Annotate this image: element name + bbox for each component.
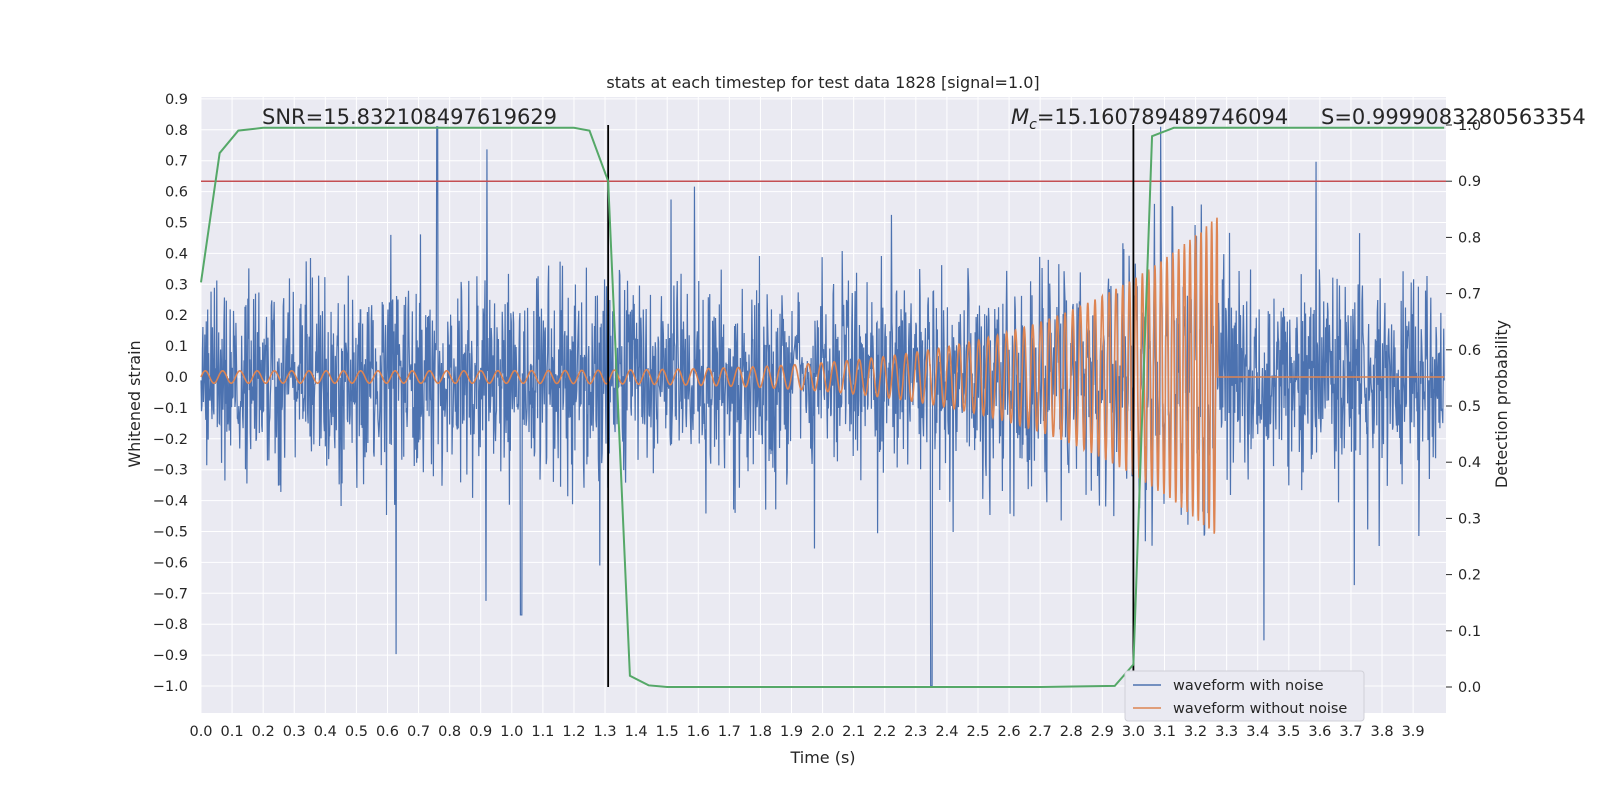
legend-box — [1124, 670, 1365, 722]
x-tick-label: 1.5 — [656, 724, 679, 740]
x-tick-label: 1.3 — [594, 724, 617, 740]
x-tick-label: 3.5 — [1277, 724, 1300, 740]
x-tick-label: 2.9 — [1091, 724, 1114, 740]
x-tick-label: 0.3 — [283, 724, 306, 740]
y-tick-label: −0.6 — [153, 555, 188, 571]
x-tick-label: 1.1 — [531, 724, 554, 740]
probability-path — [200, 126, 1445, 688]
y2-tick-label: 0.1 — [1458, 624, 1481, 640]
legend-label-clean: waveform without noise — [1173, 701, 1347, 717]
y2-tick-label: 0.5 — [1458, 399, 1481, 415]
x-tick-label: 3.1 — [1153, 724, 1176, 740]
x-tick-label: 2.3 — [904, 724, 927, 740]
y2-tick-label: 0.2 — [1458, 568, 1481, 584]
x-tick-label: 1.6 — [687, 724, 710, 740]
x-tick-label: 3.7 — [1339, 724, 1362, 740]
x-tick-label: 3.4 — [1246, 724, 1269, 740]
y-tick-label: −0.4 — [153, 494, 188, 510]
detection-probability-line — [200, 126, 1445, 688]
y-tick-label: 0.5 — [165, 216, 188, 232]
y-tick-label: 0.4 — [165, 246, 188, 262]
y2-tick-label: 0.4 — [1458, 455, 1481, 471]
y2-tick-label: 0.7 — [1458, 287, 1481, 303]
x-tick-label: 0.6 — [376, 724, 399, 740]
y-tick-label: −0.9 — [153, 648, 188, 664]
x-tick-label: 3.6 — [1308, 724, 1331, 740]
x-tick-label: 2.5 — [966, 724, 989, 740]
y2-tick-label: 0.3 — [1458, 511, 1481, 527]
x-tick-label: 0.0 — [189, 724, 212, 740]
x-tick-label: 0.7 — [407, 724, 430, 740]
x-tick-label: 0.2 — [252, 724, 275, 740]
x-tick-label: 1.2 — [562, 724, 585, 740]
waveform-without-noise-line — [200, 217, 1445, 534]
x-tick-label: 2.2 — [873, 724, 896, 740]
y-tick-label: −0.1 — [153, 401, 188, 417]
x-tick-label: 2.4 — [935, 724, 958, 740]
y-tick-label: 0.7 — [165, 154, 188, 170]
y-axis-ticks: 0.9 0.8 0.7 0.6 0.5 0.4 0.3 0.2 0.1 0.0 −0.1 −0.2 −0… — [153, 92, 188, 695]
y-tick-label: −0.2 — [153, 432, 188, 448]
x-axis-label: Time (s) — [789, 748, 855, 767]
y-tick-label: 0.9 — [165, 92, 188, 108]
x-tick-label: 1.9 — [780, 724, 803, 740]
chart-title: stats at each timestep for test data 182… — [606, 73, 1039, 92]
y-axis-label: Whitened strain — [125, 340, 144, 467]
y-tick-label: 0.6 — [165, 185, 188, 201]
y-tick-label: 0.3 — [165, 277, 188, 293]
x-tick-label: 2.1 — [842, 724, 865, 740]
y-tick-label: −0.8 — [153, 617, 188, 633]
x-tick-label: 2.0 — [811, 724, 834, 740]
mc-annotation: Mc=15.160789489746094 — [1011, 105, 1288, 133]
y-tick-label: −0.5 — [153, 525, 188, 541]
snr-annotation: SNR=15.832108497619629 — [262, 105, 557, 129]
y-tick-label: 0.8 — [165, 123, 188, 139]
x-tick-label: 2.7 — [1029, 724, 1052, 740]
x-tick-label: 0.8 — [438, 724, 461, 740]
y-tick-label: −1.0 — [153, 679, 188, 695]
x-tick-label: 1.0 — [500, 724, 523, 740]
overlay-lines — [201, 125, 1446, 687]
y-tick-label: −0.3 — [153, 463, 188, 479]
mc-value: =15.160789489746094 — [1037, 105, 1288, 129]
mc-symbol: M — [1011, 105, 1029, 129]
y2-tick-label: 0.8 — [1458, 230, 1481, 246]
waveform-with-noise-line — [200, 126, 1445, 687]
x-tick-label: 0.4 — [314, 724, 337, 740]
x-tick-label: 1.7 — [718, 724, 741, 740]
x-tick-label: 0.9 — [469, 724, 492, 740]
x-tick-label: 1.8 — [749, 724, 772, 740]
s-annotation: S=0.9999083280563354 — [1321, 105, 1586, 129]
y-tick-label: 0.0 — [165, 370, 188, 386]
mc-subscript: c — [1029, 117, 1037, 133]
y2-tick-label: 0.6 — [1458, 343, 1481, 359]
y2-axis-ticks: 1.0 0.9 0.8 0.7 0.6 0.5 0.4 0.3 0.2 0.1 0.0 — [1446, 118, 1481, 696]
legend: waveform with noise waveform without noi… — [1124, 670, 1365, 722]
y2-tick-label: 0.9 — [1458, 174, 1481, 190]
x-tick-label: 2.6 — [998, 724, 1021, 740]
y2-tick-label: 1.0 — [1458, 118, 1481, 134]
noisy-path — [200, 126, 1445, 687]
x-tick-label: 3.0 — [1122, 724, 1145, 740]
clean-path — [200, 217, 1445, 534]
x-tick-label: 3.9 — [1402, 724, 1425, 740]
legend-label-noisy: waveform with noise — [1173, 678, 1324, 694]
x-tick-label: 3.8 — [1371, 724, 1394, 740]
y-tick-label: 0.2 — [165, 308, 188, 324]
x-tick-label: 0.5 — [345, 724, 368, 740]
x-tick-label: 3.3 — [1215, 724, 1238, 740]
x-tick-label: 1.4 — [625, 724, 648, 740]
y-tick-label: 0.1 — [165, 339, 188, 355]
y2-tick-label: 0.0 — [1458, 680, 1481, 696]
x-tick-label: 3.2 — [1184, 724, 1207, 740]
y-tick-label: −0.7 — [153, 586, 188, 602]
x-tick-label: 2.8 — [1060, 724, 1083, 740]
y2-axis-label: Detection probability — [1492, 320, 1511, 488]
x-tick-label: 0.1 — [221, 724, 244, 740]
x-axis-ticks: 0.0 0.1 0.2 0.3 0.4 0.5 0.6 0.7 0.8 0.9 1.0 1.1 1.2 1… — [189, 724, 1424, 740]
